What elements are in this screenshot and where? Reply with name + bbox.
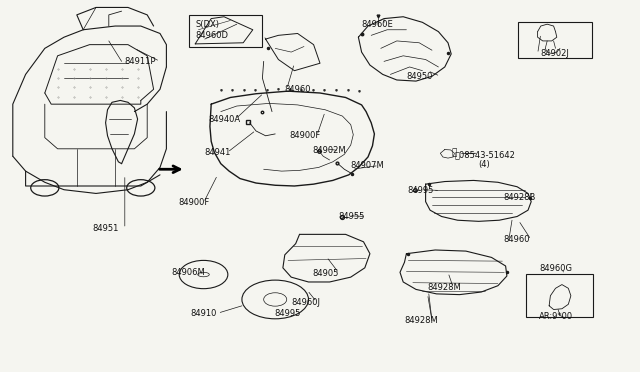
Text: 84960E: 84960E [362,20,394,29]
Text: 84911P: 84911P [125,57,156,66]
Text: 84960J: 84960J [291,298,320,307]
Text: (4): (4) [479,160,490,169]
Bar [189,15,262,46]
Text: 84902M: 84902M [312,146,346,155]
Bar [518,22,592,58]
Text: 84960D: 84960D [195,31,228,40]
Text: 84905: 84905 [312,269,339,278]
Text: 84960: 84960 [285,85,311,94]
Text: 84995: 84995 [407,186,433,195]
Text: 84928M: 84928M [428,283,461,292]
Text: S(DX): S(DX) [195,20,219,29]
Text: 84902J: 84902J [541,49,570,58]
Bar [526,274,593,317]
Text: Ⓝ: Ⓝ [452,149,457,158]
Text: 84940A: 84940A [208,115,240,124]
Text: 84995: 84995 [274,309,300,318]
Text: 84907M: 84907M [351,161,385,170]
Text: 84950: 84950 [406,72,433,81]
Text: 84910: 84910 [191,309,217,318]
Text: 84900F: 84900F [289,131,321,140]
Text: AR:9*00: AR:9*00 [539,312,573,321]
Text: 84900F: 84900F [178,198,209,207]
Text: 84955: 84955 [338,212,364,221]
Text: 84941: 84941 [205,148,231,157]
Text: Ⓝ08543-51642: Ⓝ08543-51642 [454,150,515,159]
Text: 84928M: 84928M [404,316,438,325]
Text: 84906M: 84906M [172,268,205,277]
Text: 84960: 84960 [504,235,530,244]
Text: 84928B: 84928B [504,193,536,202]
Text: 84951: 84951 [93,224,119,233]
Text: 84960G: 84960G [539,264,572,273]
